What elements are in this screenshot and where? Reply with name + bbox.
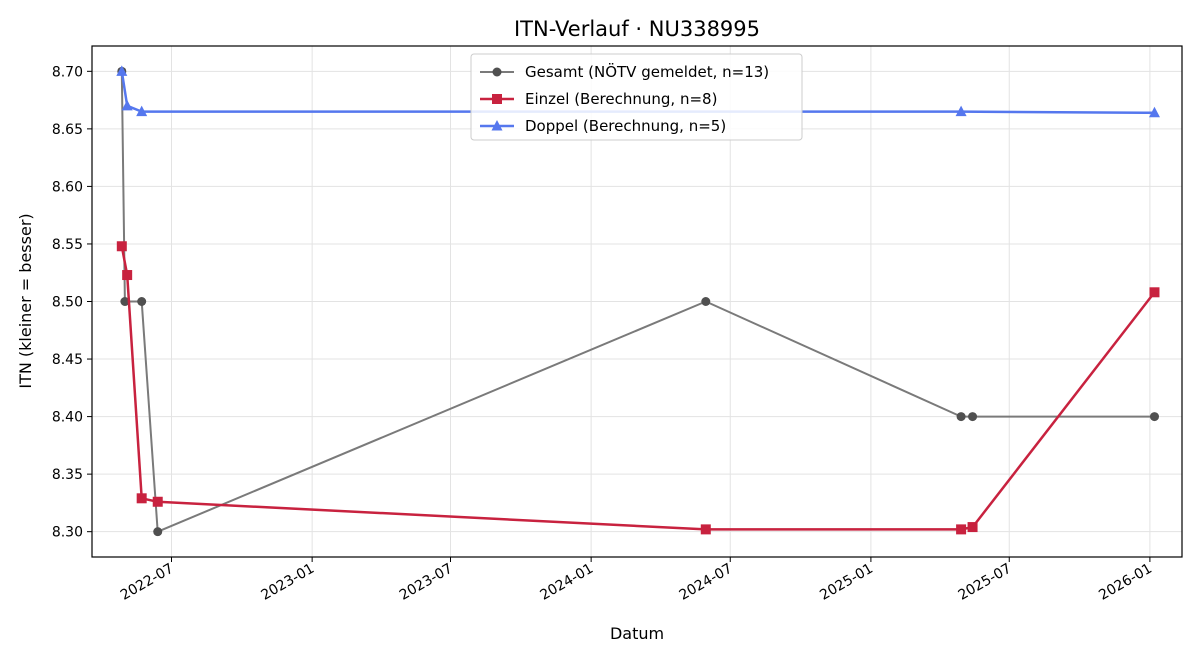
legend: Gesamt (NÖTV gemeldet, n=13) Einzel (Bere… [470,53,803,141]
y-tick-label: 8.45 [52,352,83,368]
y-tick-label: 8.35 [52,467,83,483]
data-point [152,496,163,507]
y-tick-label: 8.65 [52,122,83,138]
legend-label: Doppel (Berechnung, n=5) [525,117,726,135]
data-point [153,527,163,537]
data-point [120,297,130,306]
series-triangle [116,65,1160,118]
y-tick-label: 8.40 [52,410,83,426]
y-tick-label: 8.60 [52,179,83,195]
y-tick-label: 8.30 [52,525,83,541]
data-point [121,99,133,111]
data-point [968,412,978,422]
y-tick-label: 8.55 [52,237,83,253]
data-point [956,524,967,535]
data-point [122,270,133,281]
y-axis-label: ITN (kleiner = besser) [16,213,35,388]
y-axis-ticks: 8.30 8.35 8.40 8.45 8.50 8.55 8.60 8.65 8.70 [52,64,92,541]
data-point [136,105,148,117]
legend-label: Einzel (Berechnung, n=8) [525,90,717,108]
data-point [116,65,128,76]
y-tick-label: 8.50 [52,295,83,311]
legend-box [470,53,803,141]
y-tick-label: 8.70 [52,64,83,80]
x-axis-label: Datum [610,624,664,643]
plot-area [116,65,1160,537]
series-square [116,241,1160,535]
data-point [700,524,711,535]
data-point [116,241,127,252]
data-point [1149,287,1160,298]
data-point [955,105,967,117]
data-point [956,412,966,422]
data-point [136,493,147,504]
data-point [701,297,711,306]
legend-marker [492,67,502,77]
data-point [967,522,978,533]
legend-marker [492,94,502,104]
chart-title: ITN-Verlauf · NU338995 [514,17,760,41]
legend-label: Gesamt (NÖTV gemeldet, n=13) [525,62,769,81]
data-point [1148,106,1160,118]
data-point [137,297,147,306]
data-point [1149,412,1159,422]
legend-marker [491,120,503,131]
